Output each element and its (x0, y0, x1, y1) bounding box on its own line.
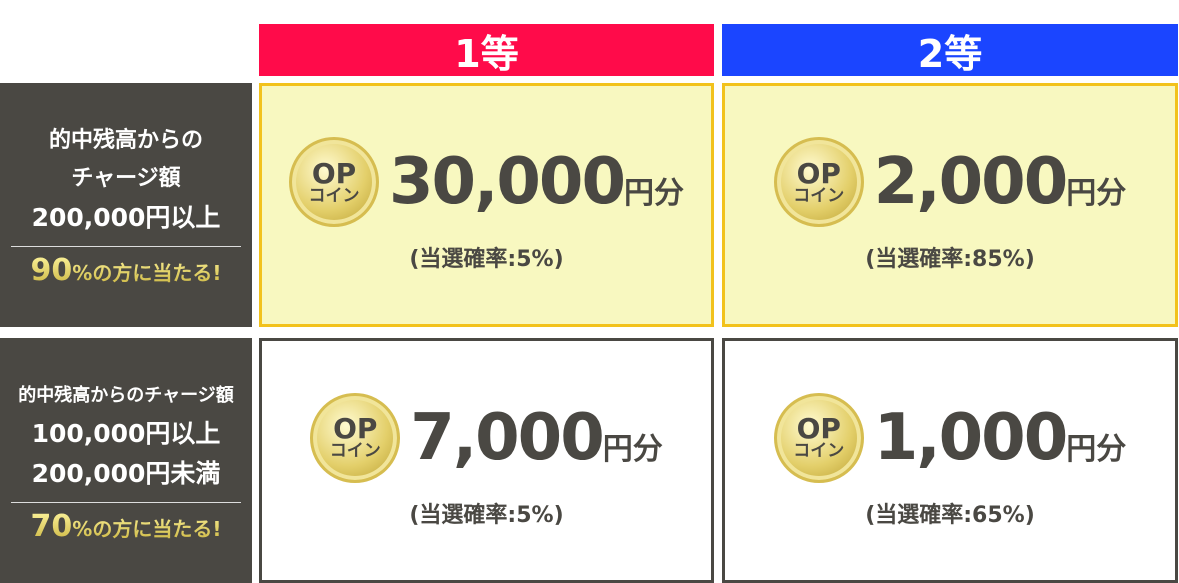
op-coin-icon: OP コイン (773, 137, 864, 227)
win-probability: (当選確率:85%) (865, 247, 1035, 272)
op-coin-icon: OP コイン (773, 392, 864, 483)
op-coin-icon: OP コイン (289, 137, 380, 227)
win-probability: (当選確率:65%) (865, 502, 1035, 528)
divider (11, 501, 241, 503)
prize-cell: OP コイン 2,000円分 (当選確率:85%) (722, 83, 1178, 327)
prize-cell: OP コイン 7,000円分 (当選確率:5%) (259, 338, 714, 583)
tier-line: 200,000円未満 (31, 458, 221, 488)
win-probability: (当選確率:5%) (409, 502, 564, 528)
win-rate: 70%の方に当たる! (30, 508, 222, 544)
tier-line: 的中残高からのチャージ額 (18, 384, 234, 406)
op-coin-icon: OP コイン (310, 392, 401, 483)
tier-line: 200,000円以上 (31, 203, 221, 232)
prize-amount: 7,000円分 (410, 400, 663, 475)
prize-amount: 1,000円分 (873, 400, 1127, 475)
prize-cell: OP コイン 1,000円分 (当選確率:65%) (722, 338, 1178, 583)
tier-line: 100,000円以上 (31, 418, 221, 448)
tier-label-200k: 的中残高からの チャージ額 200,000円以上 90%の方に当たる! (0, 83, 252, 327)
win-probability: (当選確率:5%) (409, 247, 564, 272)
header-1st-prize: 1等 (259, 24, 714, 76)
divider (11, 246, 241, 247)
prize-cell: OP コイン 30,000円分 (当選確率:5%) (259, 83, 714, 327)
win-rate: 90%の方に当たる! (30, 253, 222, 288)
tier-line: チャージ額 (71, 166, 181, 191)
prize-amount: 30,000円分 (389, 145, 684, 219)
header-2nd-prize: 2等 (722, 24, 1178, 76)
tier-line: 的中残高からの (48, 128, 203, 153)
tier-label-100k: 的中残高からのチャージ額 100,000円以上 200,000円未満 70%の方… (0, 338, 252, 583)
prize-amount: 2,000円分 (873, 145, 1127, 219)
